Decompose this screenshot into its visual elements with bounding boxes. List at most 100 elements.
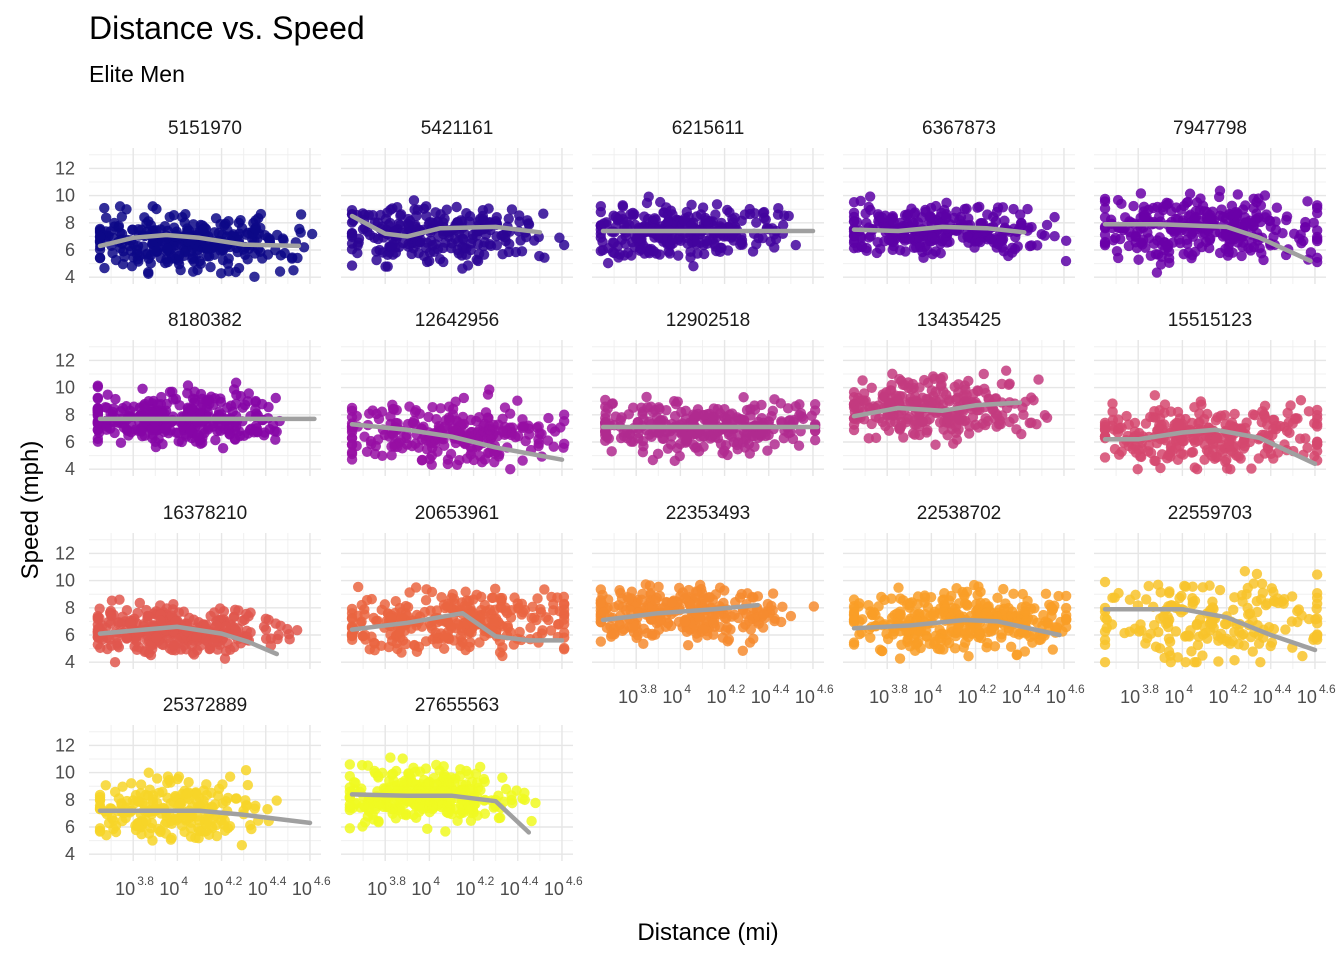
scatter-point bbox=[151, 632, 162, 644]
scatter-point bbox=[793, 440, 805, 451]
scatter-point bbox=[972, 385, 983, 396]
scatter-point bbox=[141, 815, 152, 827]
scatter-point bbox=[1311, 252, 1323, 264]
scatter-point bbox=[692, 248, 703, 259]
scatter-point bbox=[473, 216, 484, 227]
scatter-point bbox=[474, 637, 485, 648]
facet-strip-label: 12902518 bbox=[666, 310, 751, 331]
scatter-point bbox=[998, 603, 1010, 614]
facet-strip-label: 22353493 bbox=[666, 503, 751, 524]
y-tick-label: 6 bbox=[65, 625, 75, 645]
scatter-point bbox=[1060, 235, 1072, 246]
scatter-point bbox=[1311, 603, 1322, 614]
scatter-point bbox=[369, 232, 380, 244]
scatter-point bbox=[961, 599, 973, 610]
scatter-point bbox=[346, 454, 358, 465]
scatter-point bbox=[1191, 464, 1203, 475]
scatter-point bbox=[520, 435, 531, 447]
scatter-point bbox=[126, 778, 137, 789]
scatter-point bbox=[438, 599, 450, 611]
scatter-point bbox=[1242, 602, 1253, 614]
scatter-point bbox=[950, 603, 961, 614]
scatter-point bbox=[722, 622, 733, 633]
scatter-point bbox=[909, 608, 920, 619]
scatter-point bbox=[1311, 613, 1323, 624]
scatter-point bbox=[1228, 604, 1239, 616]
scatter-point bbox=[427, 401, 438, 413]
scatter-point bbox=[240, 765, 252, 776]
scatter-point bbox=[745, 624, 757, 635]
scatter-point bbox=[961, 203, 972, 214]
x-tick-label: 10 bbox=[795, 687, 815, 707]
scatter-point bbox=[379, 599, 391, 610]
scatter-point bbox=[114, 594, 125, 605]
scatter-point bbox=[744, 208, 756, 220]
scatter-point bbox=[346, 634, 358, 646]
scatter-point bbox=[224, 771, 236, 782]
scatter-point bbox=[109, 657, 121, 668]
facet-strip-label: 16378210 bbox=[163, 503, 248, 524]
scatter-point bbox=[164, 211, 175, 223]
scatter-point bbox=[263, 401, 274, 413]
scatter-point bbox=[877, 389, 889, 400]
scatter-point bbox=[238, 430, 250, 442]
scatter-point bbox=[395, 210, 406, 221]
scatter-point bbox=[602, 257, 614, 269]
scatter-point bbox=[701, 235, 712, 247]
scatter-point bbox=[99, 262, 110, 274]
scatter-point bbox=[471, 254, 482, 265]
scatter-point bbox=[363, 408, 375, 419]
smooth-trend-line bbox=[97, 232, 302, 249]
scatter-point bbox=[996, 233, 1007, 245]
scatter-point bbox=[259, 229, 271, 241]
scatter-point bbox=[943, 637, 955, 649]
scatter-point bbox=[1226, 445, 1237, 457]
scatter-point bbox=[1271, 202, 1283, 213]
scatter-point bbox=[416, 455, 428, 466]
scatter-point bbox=[1311, 231, 1323, 243]
scatter-point bbox=[543, 614, 554, 626]
scatter-point bbox=[141, 249, 152, 260]
scatter-point bbox=[170, 393, 182, 405]
scatter-point bbox=[306, 228, 318, 240]
scatter-point bbox=[288, 265, 299, 276]
scatter-point bbox=[1267, 414, 1279, 426]
scatter-point bbox=[548, 598, 559, 610]
scatter-point bbox=[1300, 216, 1311, 228]
scatter-point bbox=[155, 615, 166, 626]
scatter-point bbox=[1184, 188, 1196, 199]
scatter-point bbox=[666, 431, 677, 442]
scatter-point bbox=[202, 243, 213, 254]
scatter-point bbox=[735, 239, 746, 251]
scatter-point bbox=[1214, 584, 1226, 596]
scatter-point bbox=[1189, 657, 1200, 668]
x-tick-label: 10 bbox=[1253, 687, 1273, 707]
scatter-point bbox=[1302, 442, 1313, 454]
scatter-point bbox=[884, 398, 895, 409]
scatter-point bbox=[558, 438, 570, 450]
scatter-point bbox=[890, 390, 902, 401]
scatter-point bbox=[485, 240, 497, 252]
facet-panel: 5421161 bbox=[341, 118, 573, 284]
scatter-point bbox=[217, 442, 229, 454]
scatter-point bbox=[512, 395, 523, 406]
scatter-point bbox=[1049, 231, 1060, 242]
scatter-point bbox=[1008, 588, 1019, 600]
scatter-point bbox=[1280, 624, 1291, 635]
scatter-point bbox=[1215, 410, 1227, 421]
x-tick-label: 10 bbox=[292, 879, 312, 899]
scatter-point bbox=[672, 442, 683, 454]
scatter-point bbox=[1156, 251, 1167, 262]
facet-strip-label: 5151970 bbox=[168, 118, 242, 139]
scatter-point bbox=[414, 408, 425, 420]
scatter-point bbox=[1265, 640, 1276, 652]
scatter-point bbox=[595, 206, 607, 218]
scatter-point bbox=[615, 210, 627, 221]
scatter-point bbox=[458, 234, 469, 245]
facet-strip-label: 12642956 bbox=[415, 310, 500, 331]
scatter-point bbox=[1154, 420, 1165, 431]
scatter-point bbox=[209, 607, 220, 618]
scatter-point bbox=[1165, 406, 1177, 417]
scatter-point bbox=[858, 388, 870, 399]
